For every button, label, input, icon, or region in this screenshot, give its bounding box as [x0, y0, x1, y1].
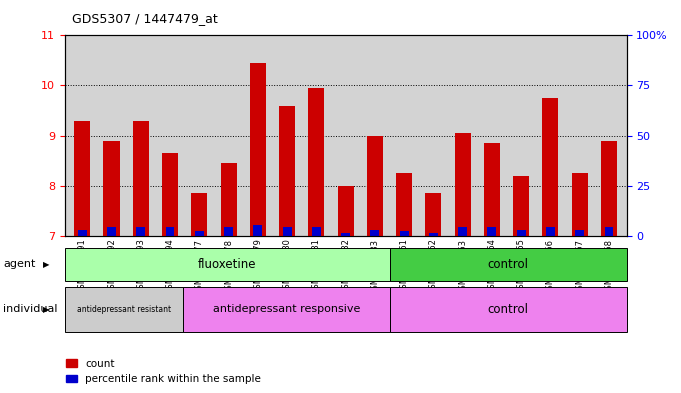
Text: fluoxetine: fluoxetine	[198, 258, 257, 271]
Bar	[133, 121, 149, 236]
Text: ▶: ▶	[43, 305, 50, 314]
Bar	[253, 225, 262, 236]
Bar	[195, 231, 204, 236]
Bar	[279, 105, 295, 236]
Bar	[458, 227, 467, 236]
Bar	[575, 230, 584, 236]
Bar	[165, 227, 174, 236]
Bar	[484, 143, 500, 236]
Bar	[488, 227, 496, 236]
Bar	[338, 185, 353, 236]
Bar	[429, 233, 438, 236]
Bar	[341, 233, 350, 236]
Bar	[162, 153, 178, 236]
Bar	[571, 173, 588, 236]
Bar	[183, 287, 390, 332]
Text: agent: agent	[3, 259, 36, 269]
Bar	[191, 193, 207, 236]
Bar	[517, 230, 526, 236]
Text: control: control	[488, 258, 528, 271]
Bar	[308, 88, 324, 236]
Text: individual: individual	[3, 305, 58, 314]
Text: ▶: ▶	[43, 260, 50, 269]
Bar	[400, 231, 409, 236]
Bar	[65, 287, 183, 332]
Bar	[65, 248, 390, 281]
Text: antidepressant responsive: antidepressant responsive	[212, 305, 360, 314]
Bar	[312, 227, 321, 236]
Bar	[426, 193, 441, 236]
Bar	[221, 163, 236, 236]
Bar	[370, 230, 379, 236]
Bar	[107, 227, 116, 236]
Bar	[136, 227, 145, 236]
Text: GDS5307 / 1447479_at: GDS5307 / 1447479_at	[72, 12, 217, 25]
Text: control: control	[488, 303, 528, 316]
Bar	[390, 287, 627, 332]
Bar	[396, 173, 412, 236]
Bar	[104, 141, 120, 236]
Bar	[546, 227, 555, 236]
Bar	[455, 133, 471, 236]
Bar	[250, 63, 266, 236]
Bar	[367, 136, 383, 236]
Bar	[78, 230, 86, 236]
Bar	[74, 121, 91, 236]
Text: antidepressant resistant: antidepressant resistant	[77, 305, 171, 314]
Bar	[283, 227, 291, 236]
Bar	[605, 227, 614, 236]
Bar	[601, 141, 617, 236]
Bar	[542, 98, 558, 236]
Bar	[224, 227, 233, 236]
Bar	[390, 248, 627, 281]
Legend: count, percentile rank within the sample: count, percentile rank within the sample	[67, 359, 261, 384]
Bar	[513, 176, 529, 236]
